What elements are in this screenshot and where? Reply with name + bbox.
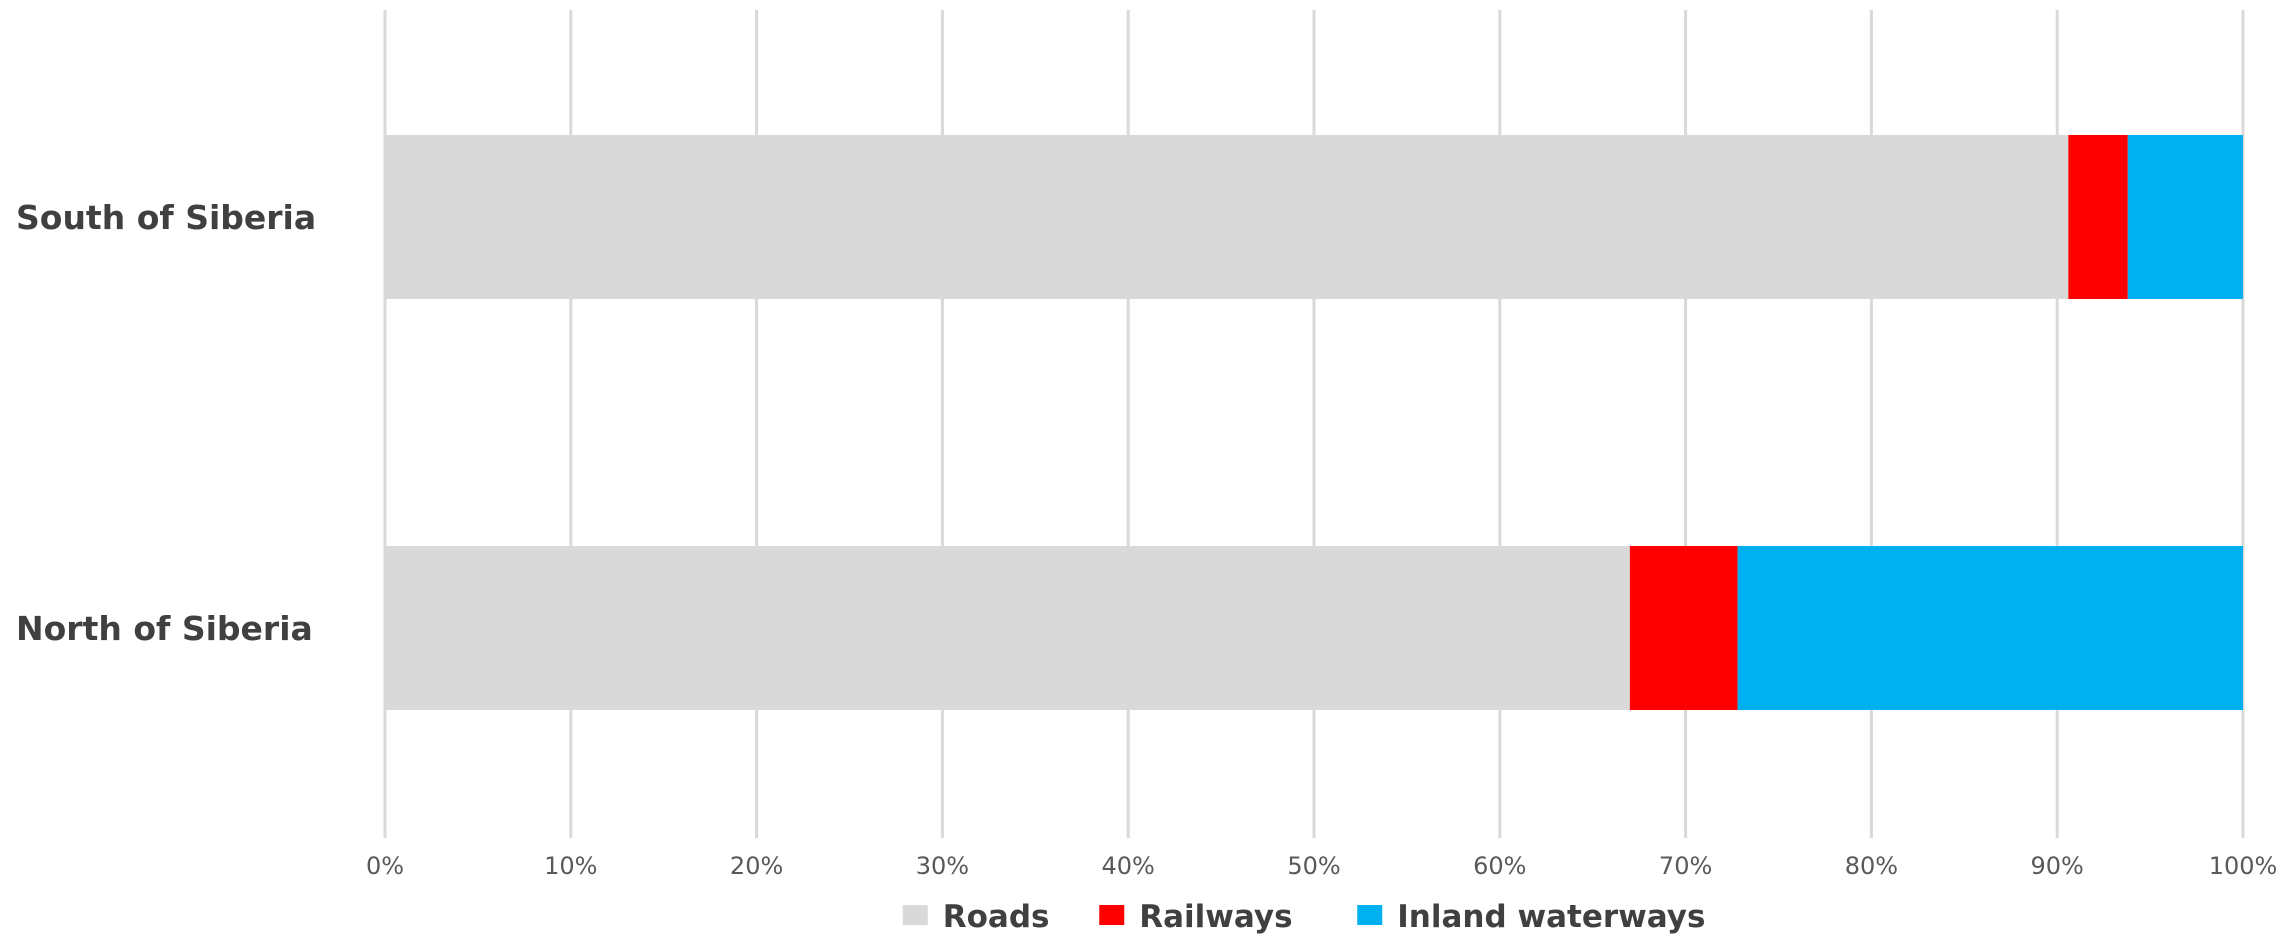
bar-north-of-siberia-inland-waterways (1737, 546, 2243, 710)
x-tick-label: 90% (2031, 852, 2084, 880)
legend: Roads Railways Inland waterways (902, 899, 1705, 935)
x-tick-label: 0% (366, 852, 404, 880)
legend-label-inland-waterways: Inland waterways (1397, 899, 1705, 935)
x-tick-label: 50% (1287, 852, 1340, 880)
legend-label-railways: Railways (1139, 899, 1292, 935)
bars (385, 135, 2243, 710)
x-tick-label: 70% (1659, 852, 1712, 880)
category-label: North of Siberia (16, 609, 313, 648)
x-tick-label: 20% (730, 852, 783, 880)
category-label: South of Siberia (16, 198, 316, 237)
x-tick-label: 60% (1473, 852, 1526, 880)
bar-south-of-siberia-roads (385, 135, 2069, 299)
x-tick-label: 80% (1845, 852, 1898, 880)
bar-north-of-siberia-railways (1629, 546, 1738, 710)
gridlines (383, 10, 2245, 838)
x-tick-label: 30% (916, 852, 969, 880)
x-tick-label: 40% (1102, 852, 1155, 880)
legend-swatch-roads (902, 905, 928, 925)
category-labels: South of Siberia North of Siberia (16, 198, 316, 648)
x-tick-label: 10% (544, 852, 597, 880)
bar-south-of-siberia-railways (2068, 135, 2128, 299)
legend-swatch-inland-waterways (1357, 905, 1383, 925)
x-tick-label: 100% (2209, 852, 2278, 880)
bar-south-of-siberia-inland-waterways (2127, 135, 2243, 299)
legend-label-roads: Roads (943, 899, 1050, 935)
x-tick-labels: 0% 10% 20% 30% 40% 50% 60% 70% 80% 90% 100% (366, 852, 2277, 880)
legend-swatch-railways (1099, 905, 1125, 925)
bar-north-of-siberia-roads (385, 546, 1630, 710)
